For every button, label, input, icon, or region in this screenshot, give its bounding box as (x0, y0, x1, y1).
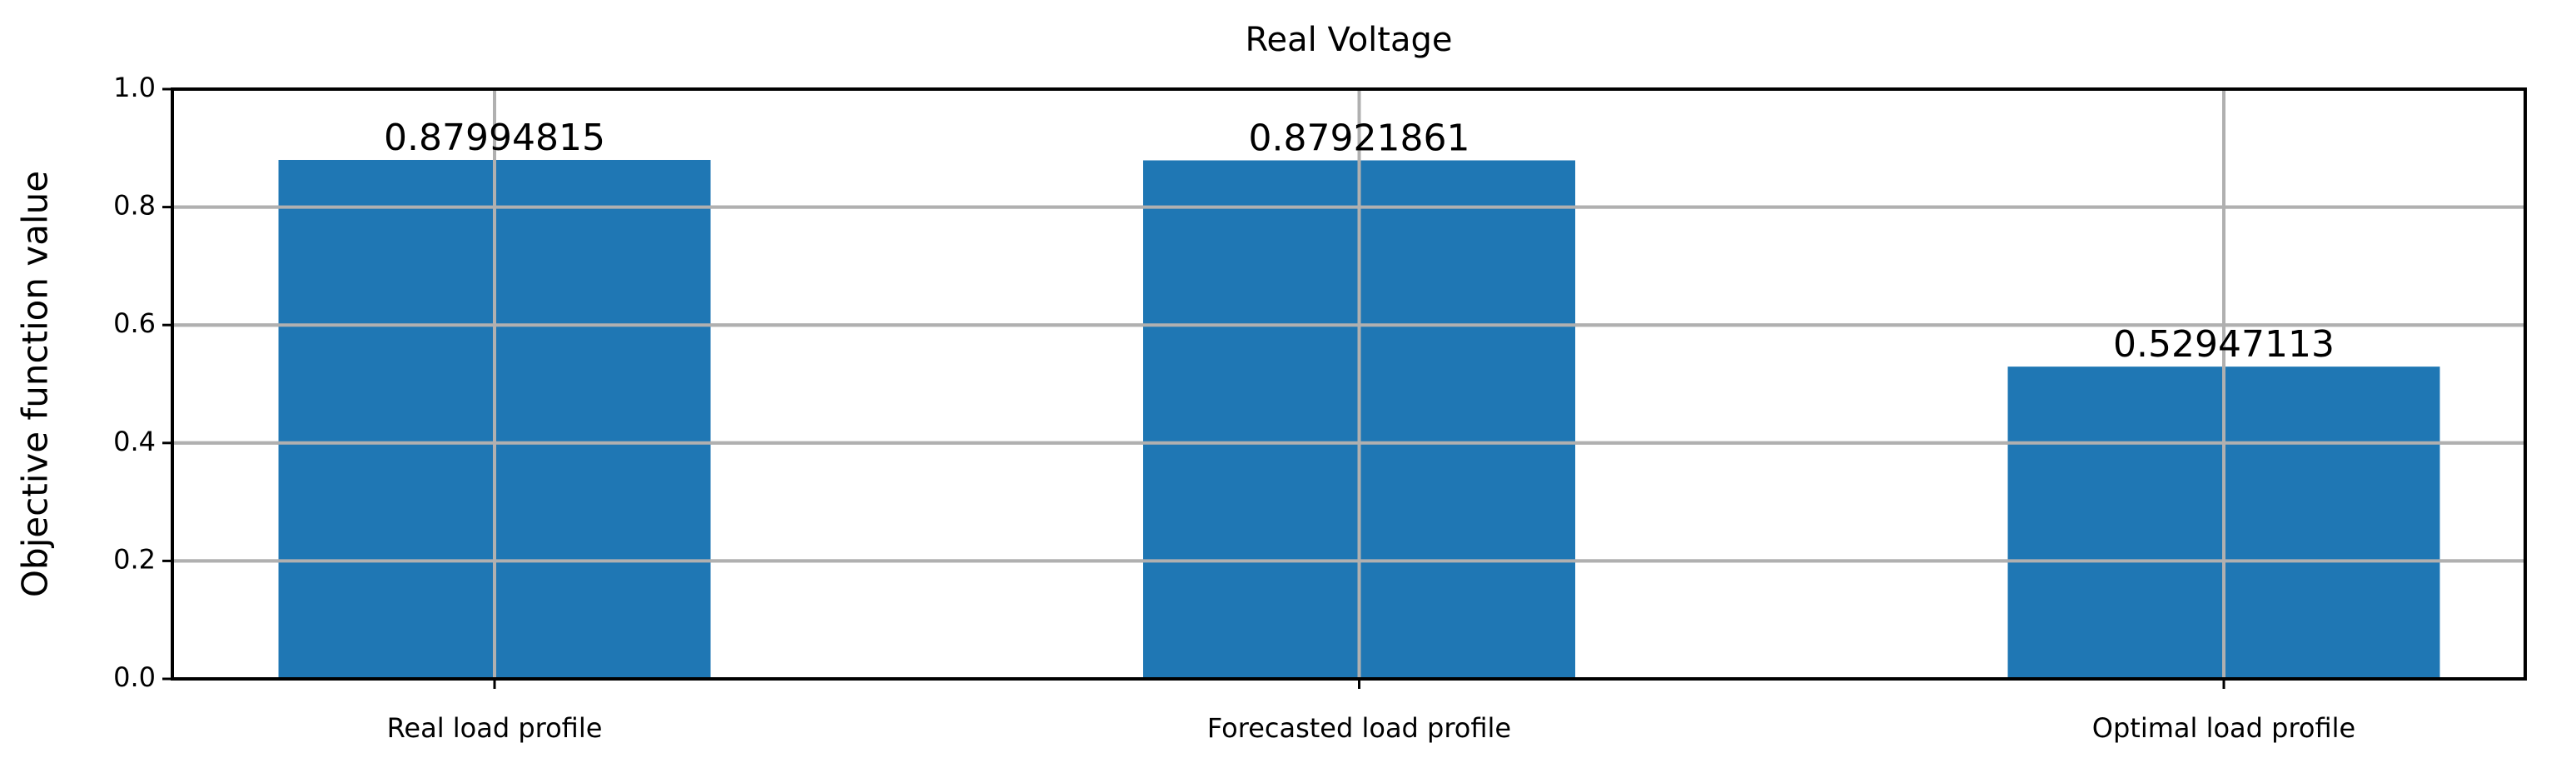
y-tick-label: 1.0 (113, 72, 156, 103)
y-tick-label: 0.0 (113, 661, 156, 693)
value-label: 0.87994815 (384, 117, 605, 159)
value-label: 0.87921861 (1249, 117, 1470, 160)
y-tick-label: 0.8 (113, 190, 156, 222)
y-tick-label: 0.2 (113, 543, 156, 575)
x-tick-label: Optimal load profile (2092, 712, 2355, 744)
y-tick-label: 0.6 (113, 307, 156, 339)
chart-title: Real Voltage (1246, 21, 1453, 59)
y-axis-label: Objective function value (15, 171, 56, 597)
x-tick-label: Forecasted load profile (1207, 712, 1511, 744)
x-tick-label: Real load profile (387, 712, 603, 744)
value-label: 0.52947113 (2113, 323, 2335, 366)
y-tick-label: 0.4 (113, 426, 156, 457)
plot-frame (171, 87, 2527, 681)
